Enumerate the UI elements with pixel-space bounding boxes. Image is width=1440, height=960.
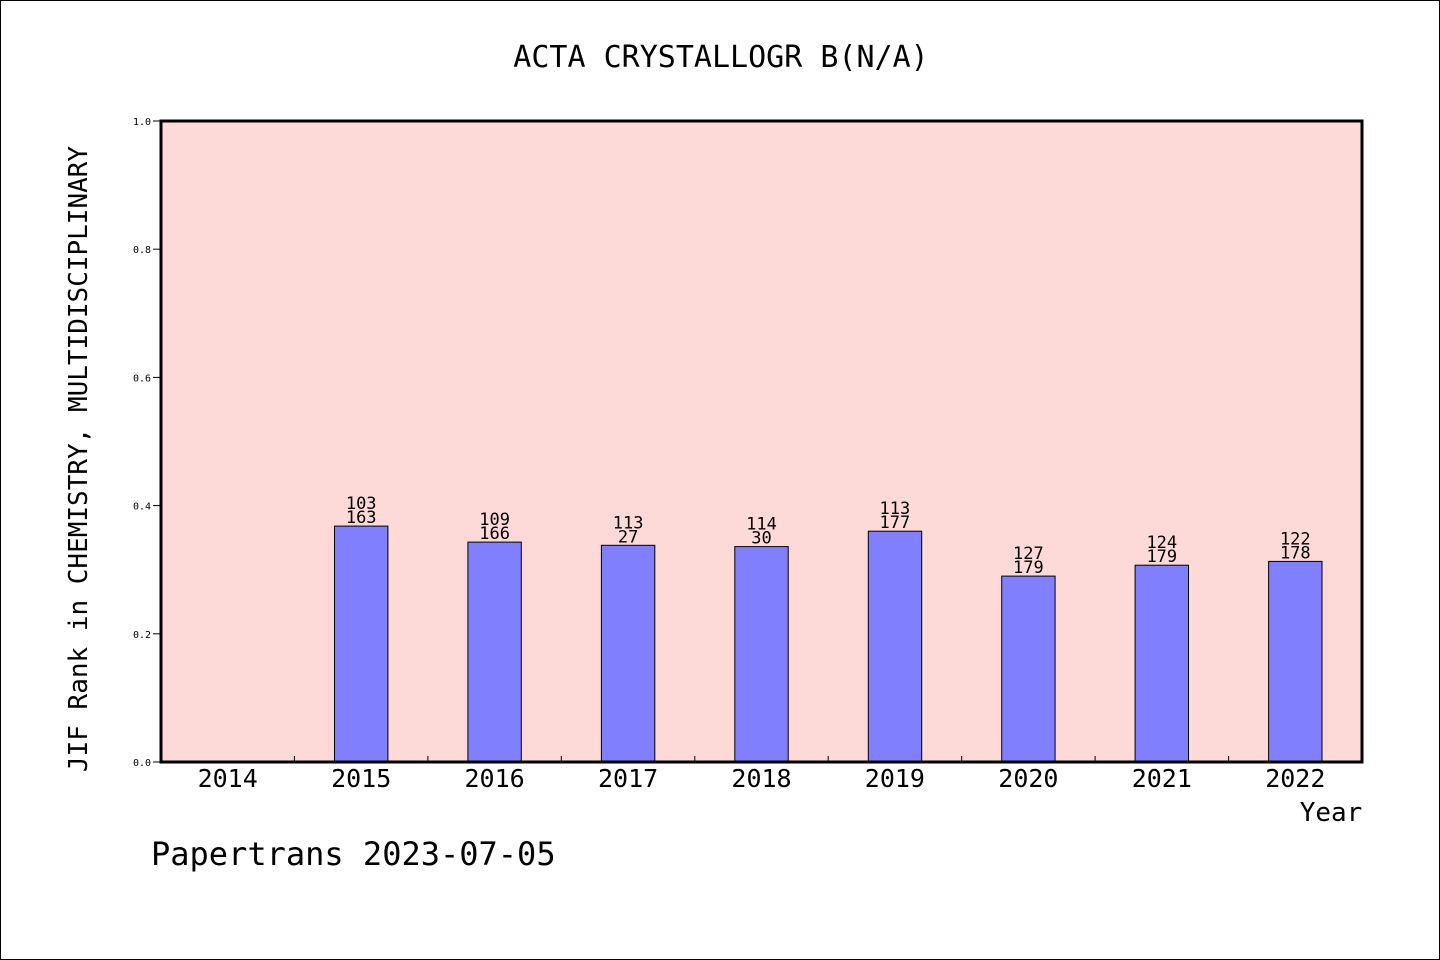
bar-label-total-2019: 177 xyxy=(880,513,911,533)
x-axis-label: Year xyxy=(1300,798,1363,828)
bar-2020 xyxy=(1001,575,1056,763)
y-tick-label: 0.0 xyxy=(133,758,151,769)
x-tick-label-2015: 2015 xyxy=(331,764,391,793)
bar-label-total-2017: 27 xyxy=(618,527,638,547)
bar-2017 xyxy=(600,544,656,763)
x-tick-label-2016: 2016 xyxy=(464,764,524,793)
x-tick-label-2018: 2018 xyxy=(731,764,791,793)
bar-label-total-2020: 179 xyxy=(1013,558,1044,578)
bar-2018 xyxy=(734,546,789,763)
y-tick-label: 0.8 xyxy=(133,245,151,256)
bar-label-rank-2016: 109 xyxy=(479,510,510,530)
bar-label-rank-2022: 122 xyxy=(1280,529,1311,549)
watermark-text: Papertrans 2023-07-05 xyxy=(151,835,556,873)
bars-group xyxy=(334,525,1323,763)
bar-2022 xyxy=(1268,560,1323,763)
bar-2019 xyxy=(867,530,923,763)
bar-label-rank-2018: 114 xyxy=(746,515,777,535)
x-tick-label-2022: 2022 xyxy=(1265,764,1325,793)
x-tick-label-2020: 2020 xyxy=(998,764,1058,793)
bar-label-rank-2015: 103 xyxy=(346,494,377,514)
bar-2015 xyxy=(334,525,389,763)
bar-2016 xyxy=(467,541,522,763)
bar-label-total-2021: 179 xyxy=(1146,547,1177,567)
y-tick-label: 0.4 xyxy=(133,502,151,513)
x-tick-label-2021: 2021 xyxy=(1132,764,1192,793)
bar-label-rank-2017: 113 xyxy=(613,513,644,533)
bar-label-rank-2020: 127 xyxy=(1013,544,1044,564)
bar-label-total-2018: 30 xyxy=(751,529,771,549)
bar-label-rank-2019: 113 xyxy=(880,499,911,519)
bar-label-rank-2021: 124 xyxy=(1146,533,1177,553)
x-tick-label-2019: 2019 xyxy=(865,764,925,793)
x-tick-label-2014: 2014 xyxy=(198,764,258,793)
plot-frame xyxy=(159,119,1364,764)
chart-title: ACTA CRYSTALLOGR B(N/A) xyxy=(513,40,928,75)
x-axis: 2014 2015 2016 2017 2018 2019 2020 2021 2022 xyxy=(198,756,1325,793)
y-axis: 0.0 0.2 0.4 0.6 0.8 1.0 xyxy=(133,117,161,769)
bar-label-total-2016: 166 xyxy=(479,524,510,544)
y-tick-label: 0.2 xyxy=(133,630,151,641)
y-tick-label: 1.0 xyxy=(133,117,151,128)
bar-label-total-2015: 163 xyxy=(346,508,377,528)
bar-2021 xyxy=(1134,564,1189,763)
y-axis-label: JIF Rank in CHEMISTRY, MULTIDISCIPLINARY xyxy=(64,146,94,772)
bar-label-total-2022: 178 xyxy=(1280,543,1311,563)
x-tick-label-2017: 2017 xyxy=(598,764,658,793)
y-tick-label: 0.6 xyxy=(133,373,151,384)
